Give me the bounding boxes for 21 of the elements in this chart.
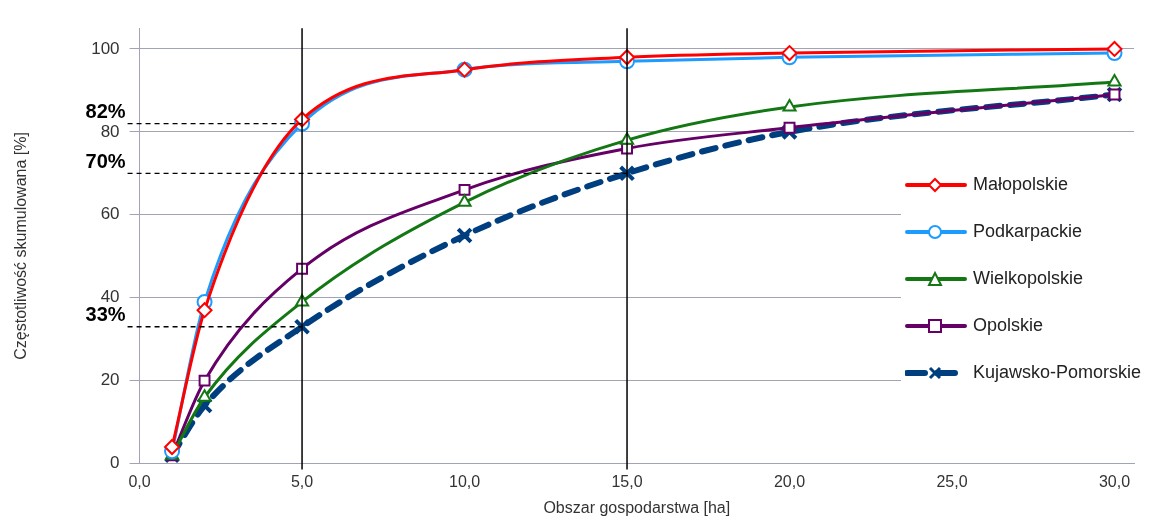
legend-label: Podkarpackie bbox=[972, 221, 1083, 242]
x-tick-label: 25,0 bbox=[936, 472, 968, 490]
y-tick-label: 60 bbox=[100, 204, 120, 224]
x-axis-title: Obszar gospodarstwa [ha] bbox=[543, 498, 731, 516]
ref-line-label: 70% bbox=[85, 149, 126, 172]
ref-line-label: 82% bbox=[85, 100, 126, 123]
legend-label: Opolskie bbox=[972, 315, 1043, 336]
x-tick-label: 30,0 bbox=[1098, 472, 1131, 490]
y-tick-label: 20 bbox=[100, 370, 120, 390]
y-tick-label: 100 bbox=[91, 38, 120, 58]
x-tick-label: 10,0 bbox=[448, 472, 481, 490]
x-tick-label: 20,0 bbox=[773, 472, 806, 490]
legend-label: Wielkopolskie bbox=[972, 268, 1083, 289]
x-tick-label: 15,0 bbox=[611, 472, 643, 490]
y-tick-label: 0 bbox=[110, 453, 120, 473]
x-tick-label: 0,0 bbox=[128, 472, 151, 490]
y-tick-label: 80 bbox=[100, 121, 120, 141]
legend-label: Kujawsko-Pomorskie bbox=[972, 362, 1141, 383]
x-tick-label: 5,0 bbox=[290, 472, 314, 490]
legend-label: Małopolskie bbox=[972, 174, 1068, 195]
y-axis-title: Częstotliwość skumulowana [%] bbox=[12, 132, 30, 360]
